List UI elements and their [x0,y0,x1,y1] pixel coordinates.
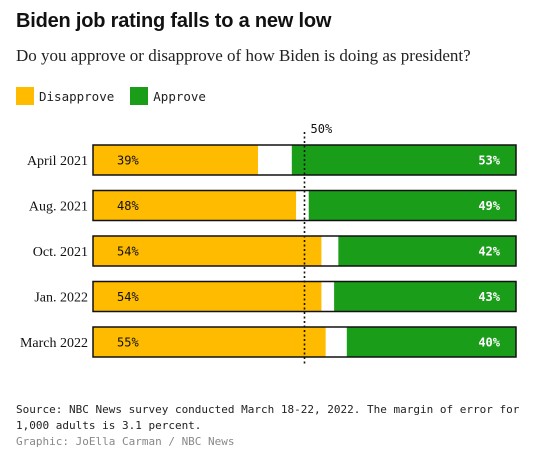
bar-disapprove [93,145,258,175]
reference-line-label: 50% [311,122,333,136]
bar-row: Jan. 2022 54% 43% [34,280,517,313]
graphic-credit: Graphic: JoElla Carman / NBC News [16,435,235,448]
legend-swatch-disapprove [16,87,34,105]
bar-approve [308,190,516,221]
legend-item-approve: Approve [130,87,206,105]
data-label-approve: 43% [478,290,500,304]
bar-disapprove [93,236,322,266]
data-label-disapprove: 54% [117,245,139,259]
data-label-disapprove: 48% [117,199,139,213]
data-label-approve: 53% [478,154,500,168]
bar-disapprove [93,327,326,357]
chart-subtitle: Do you approve or disapprove of how Bide… [16,46,471,65]
data-label-approve: 40% [478,336,500,350]
category-label: March 2022 [20,336,88,351]
bar-disapprove [93,281,322,312]
bar-approve [291,145,516,175]
bar-row: April 2021 39% 53% [27,144,517,176]
bar-row: Oct. 2021 54% 42% [33,235,517,267]
source-note: Source: NBC News survey conducted March … [16,403,520,432]
legend-label-approve: Approve [153,88,206,104]
bar-row: March 2022 55% 40% [20,326,517,358]
chart-title: Biden job rating falls to a new low [16,10,332,32]
bar-row: Aug. 2021 48% 49% [29,189,517,222]
data-label-disapprove: 39% [117,154,139,168]
category-label: Oct. 2021 [33,245,88,260]
category-label: Jan. 2022 [34,291,88,306]
legend-item-disapprove: Disapprove [16,87,114,105]
bar-disapprove [93,190,297,221]
category-label: Aug. 2021 [29,200,88,215]
category-label: April 2021 [27,154,88,169]
bar-approve [338,236,516,266]
bar-chart: April 2021 39% 53% Aug. 2021 48% 49% Oct. 2021… [20,122,517,366]
bar-approve [346,327,516,357]
legend: Disapprove Approve [16,87,222,105]
data-label-approve: 49% [478,199,500,213]
data-label-disapprove: 54% [117,290,139,304]
legend-label-disapprove: Disapprove [39,88,115,104]
data-label-approve: 42% [478,245,500,259]
bar-outline [92,144,517,176]
data-label-disapprove: 55% [117,336,139,350]
bar-approve [334,281,516,312]
legend-swatch-approve [130,87,149,105]
